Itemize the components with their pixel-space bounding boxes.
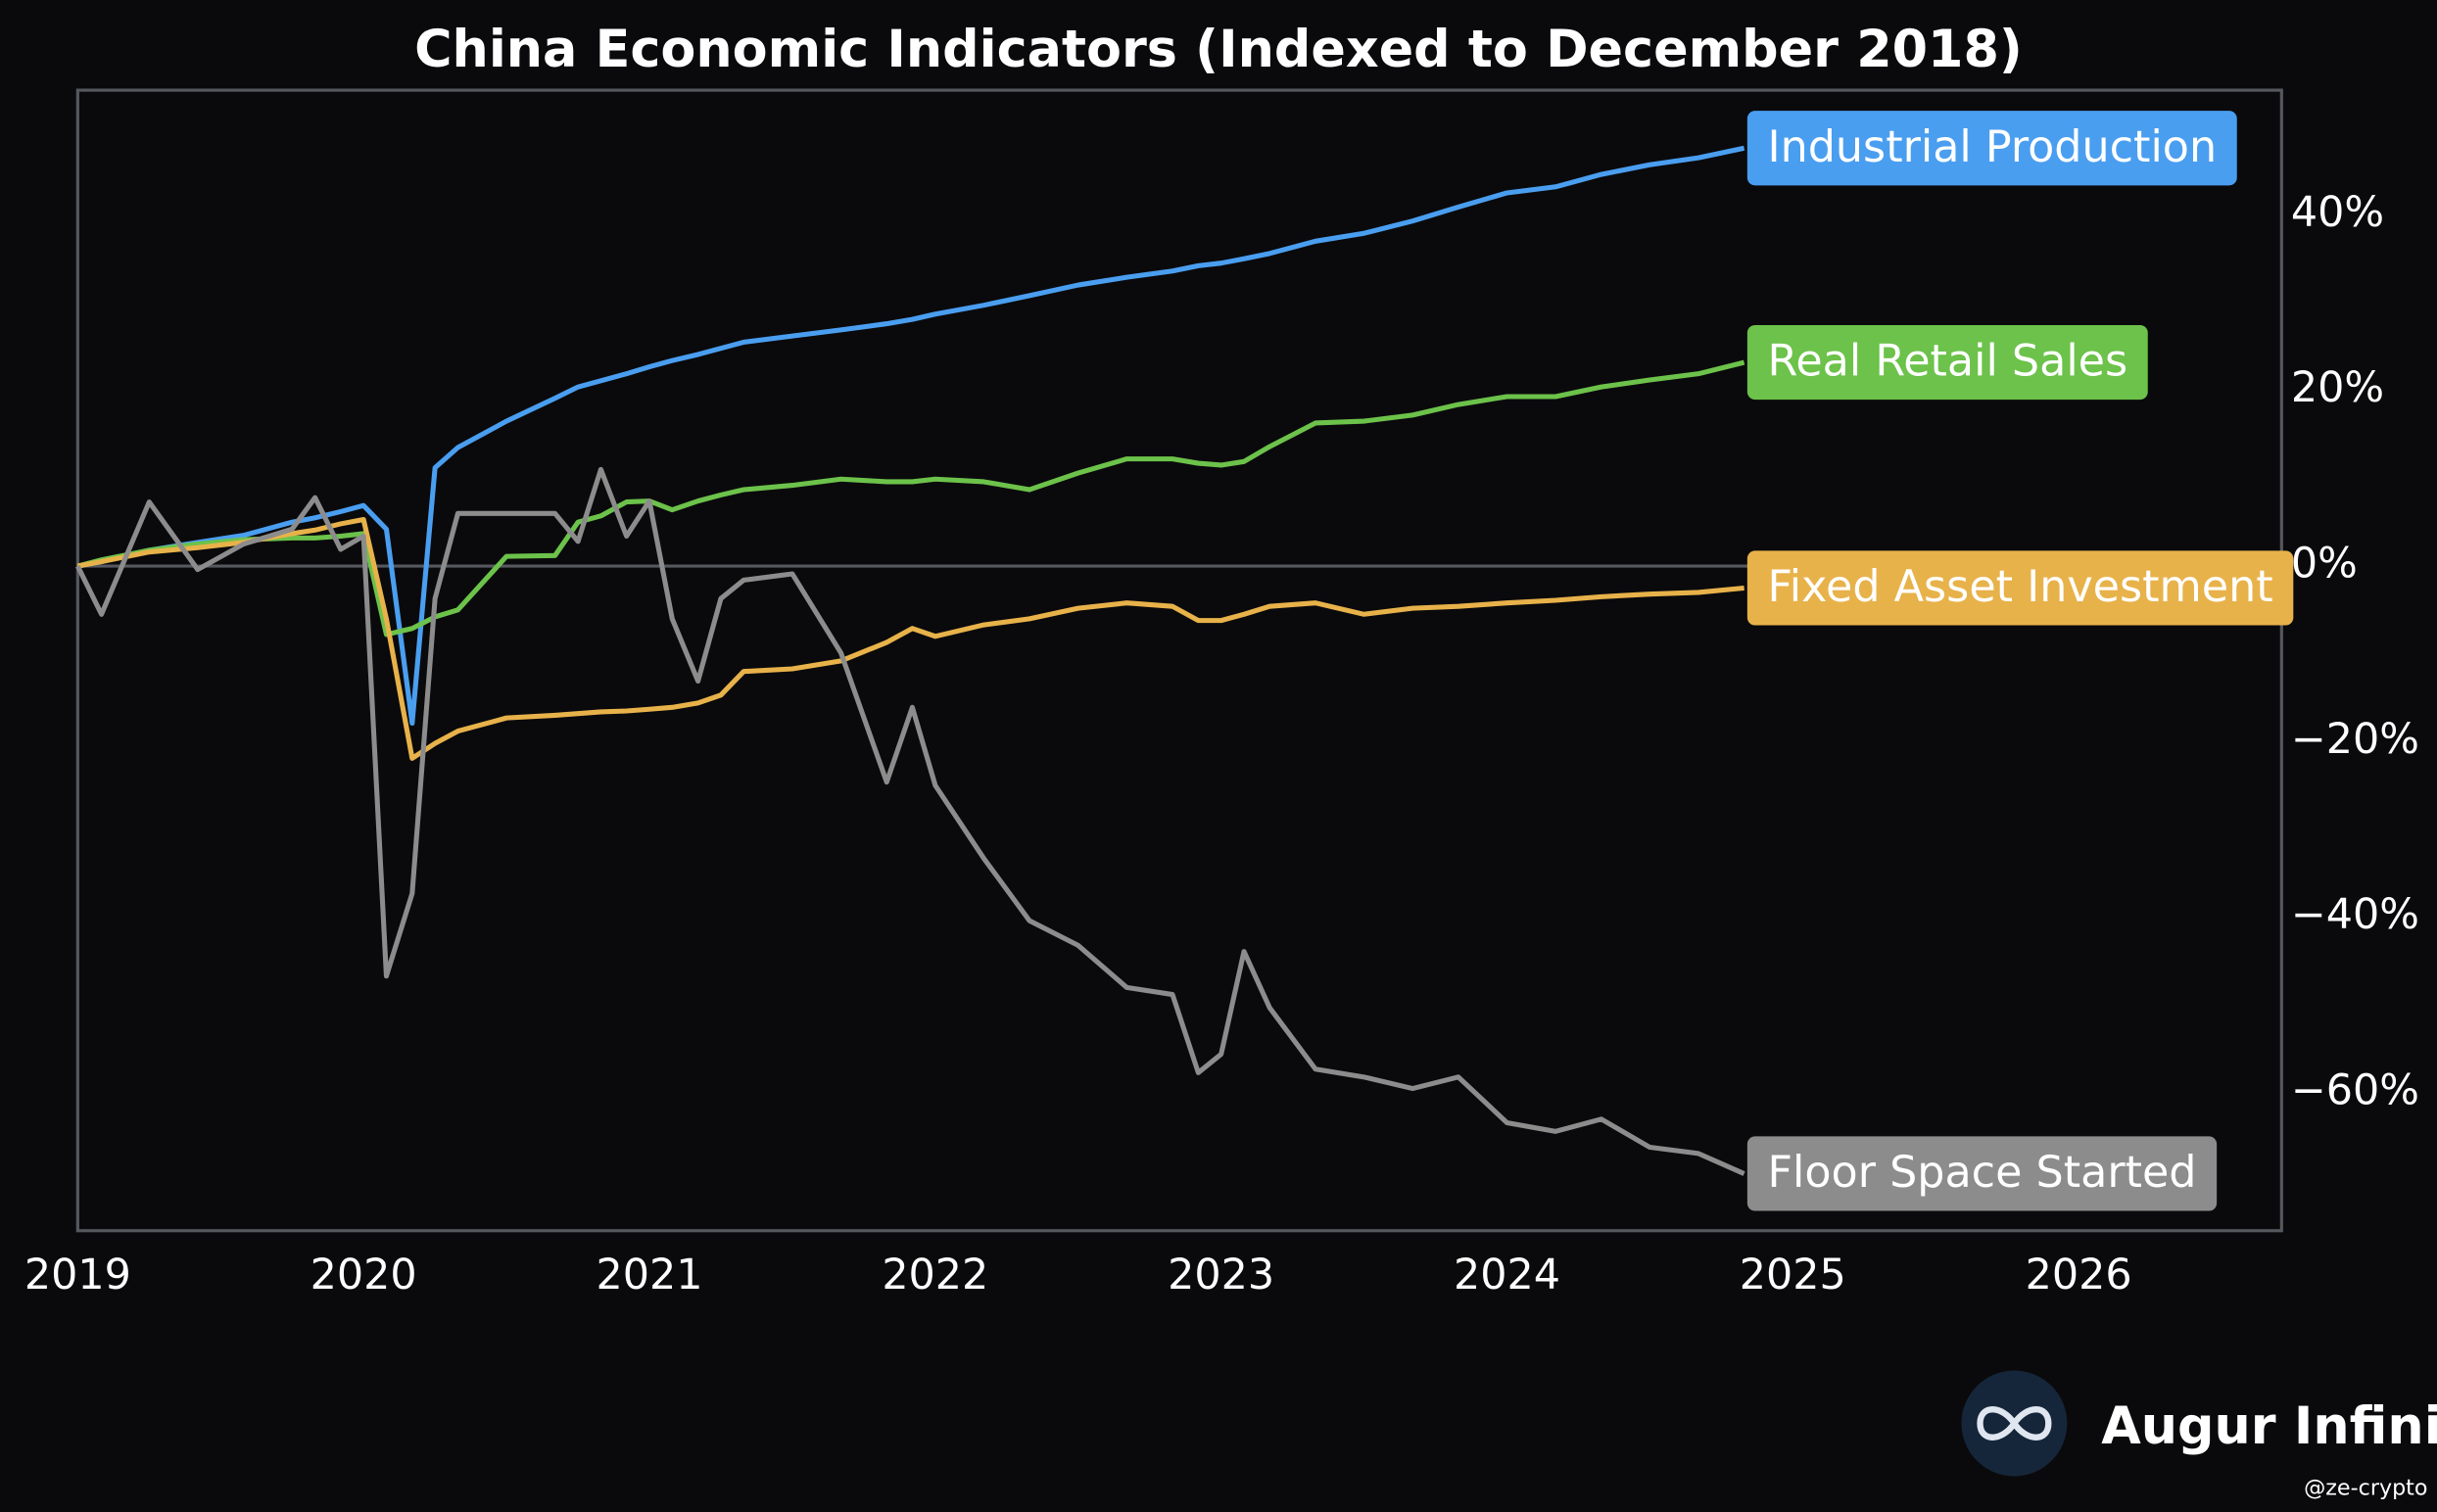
x-tick-label: 2020 xyxy=(311,1251,417,1299)
series-label-text: Fixed Asset Investment xyxy=(1767,562,2272,612)
brand-name: Augur Infinity xyxy=(2101,1396,2437,1456)
y-tick-label: 20% xyxy=(2291,363,2384,412)
x-tick-label: 2021 xyxy=(596,1251,702,1299)
chart-title: China Economic Indicators (Indexed to De… xyxy=(414,20,2023,79)
series-label: Real Retail Sales xyxy=(1746,324,2148,401)
series-label: Floor Space Started xyxy=(1746,1136,2218,1211)
x-tick-label: 2023 xyxy=(1168,1251,1274,1299)
x-tick-label: 2019 xyxy=(24,1251,131,1299)
series-label-text: Industrial Production xyxy=(1767,122,2217,172)
x-tick-label: 2025 xyxy=(1740,1251,1846,1299)
y-tick-label: 0% xyxy=(2291,540,2358,589)
series-label: Industrial Production xyxy=(1746,111,2237,186)
series-label: Fixed Asset Investment xyxy=(1746,550,2294,626)
series-label-box xyxy=(1746,324,2148,401)
series-line xyxy=(76,516,1744,761)
x-tick-label: 2026 xyxy=(2026,1251,2132,1299)
series-label-box xyxy=(1746,550,2294,626)
series-line xyxy=(76,359,1745,638)
series-line xyxy=(75,466,1745,1176)
logo-symbol xyxy=(1977,1406,2052,1441)
series-label-box xyxy=(1746,111,2237,186)
series-label-box xyxy=(1746,1136,2218,1211)
x-tick-label: 2024 xyxy=(1454,1251,1560,1299)
y-tick-label: 40% xyxy=(2291,188,2384,237)
series-line xyxy=(76,145,1745,727)
series-label-text: Real Retail Sales xyxy=(1767,337,2127,387)
y-tick-label: −40% xyxy=(2291,890,2419,939)
series-label-text: Floor Space Started xyxy=(1767,1148,2196,1198)
y-tick-label: −60% xyxy=(2291,1065,2419,1114)
x-tick-label: 2022 xyxy=(882,1251,988,1299)
plot-frame xyxy=(75,88,2283,1233)
logo xyxy=(1961,1370,2068,1477)
brand-handle: @ze-crypto xyxy=(2304,1476,2427,1501)
y-tick-label: −20% xyxy=(2291,715,2419,764)
